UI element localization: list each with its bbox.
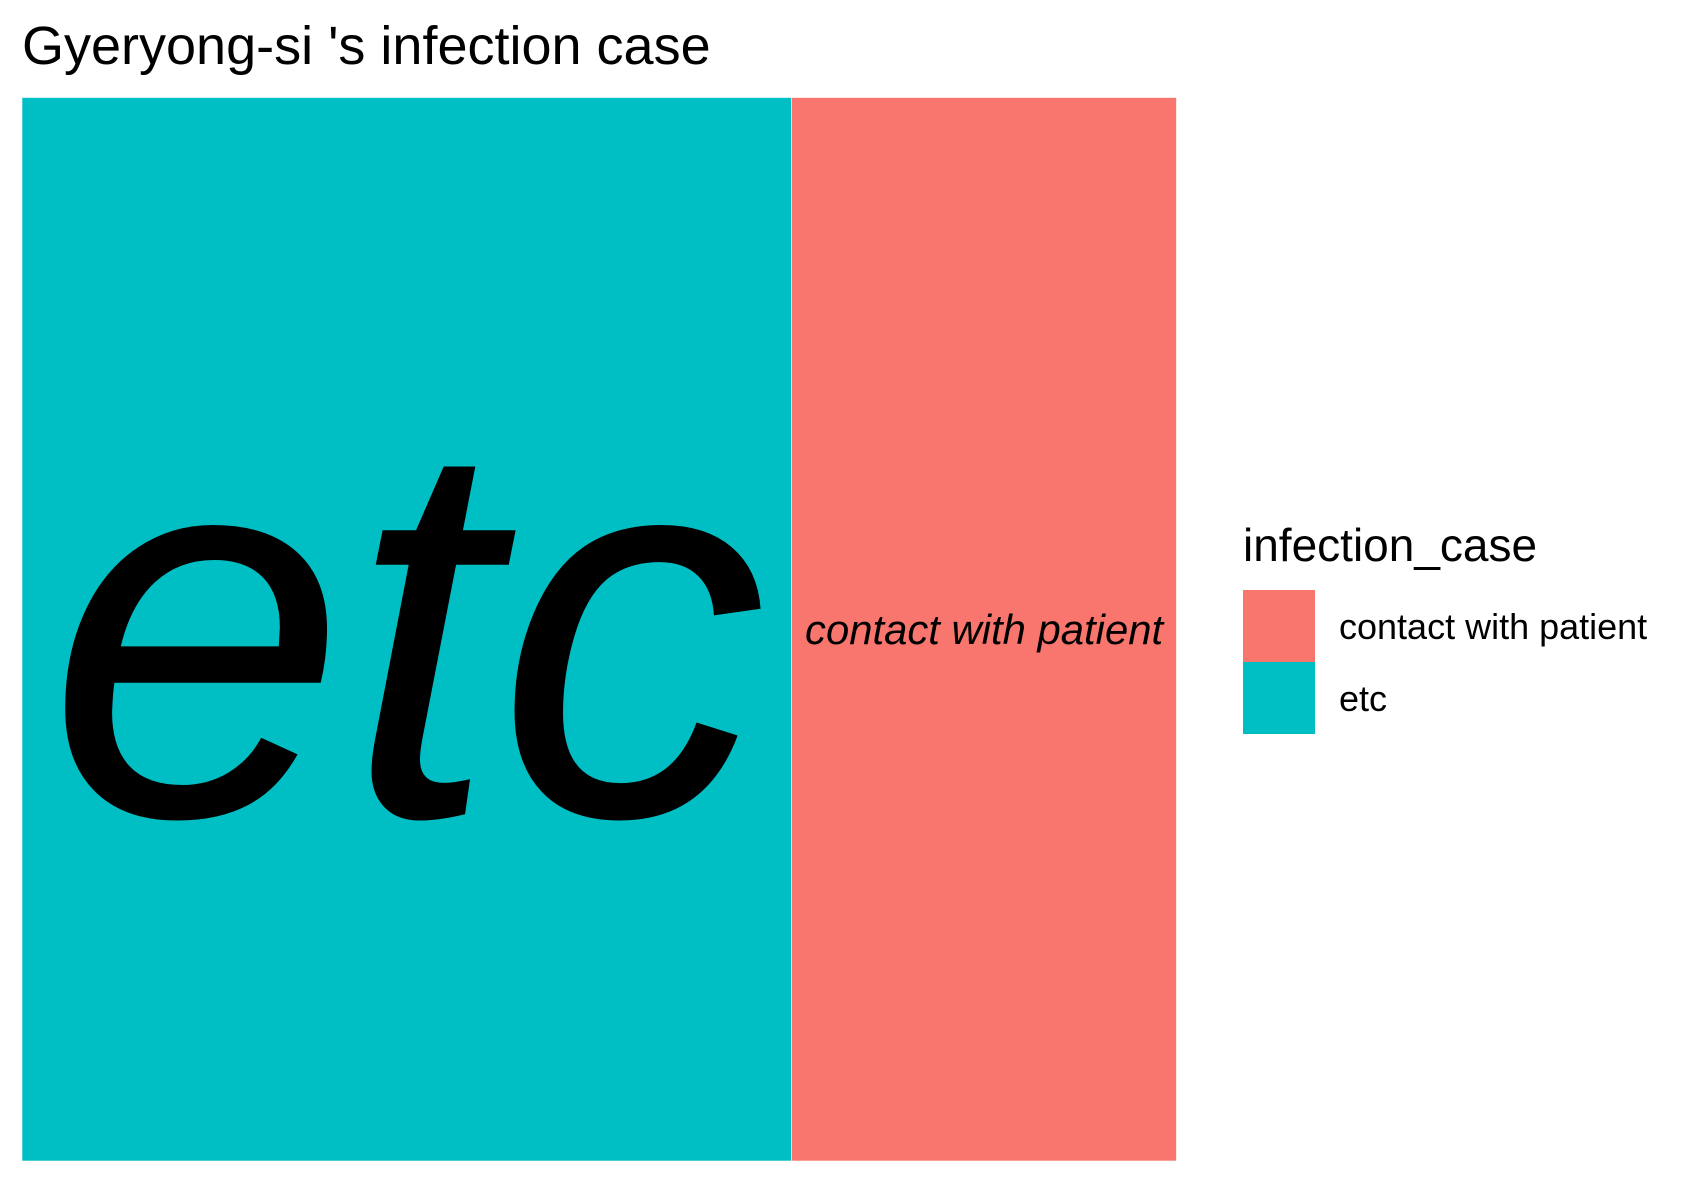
legend-label-contact-with-patient: contact with patient (1339, 606, 1647, 647)
legend-key-contact-with-patient (1243, 590, 1315, 662)
chart-title: Gyeryong-si 's infection case (22, 16, 711, 76)
tile-contact-with-patient (791, 97, 1177, 1162)
tile-label-etc: etc (47, 328, 767, 930)
tile-etc (21, 97, 792, 1162)
treemap-tiles: etc contact with patient (21, 97, 1177, 1162)
tile-label-contact-with-patient: contact with patient (805, 606, 1165, 653)
legend-key-etc (1243, 662, 1315, 734)
legend-label-etc: etc (1339, 678, 1387, 719)
legend: infection_case contact with patient etc (1243, 519, 1647, 734)
legend-title: infection_case (1243, 519, 1537, 571)
